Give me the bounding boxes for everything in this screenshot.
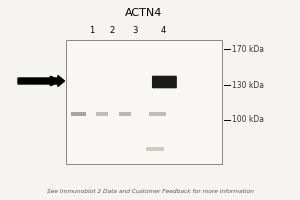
Bar [66, 40, 222, 164]
Bar [70, 112, 86, 116]
Bar [146, 147, 164, 151]
Text: 1: 1 [89, 26, 94, 35]
Bar [119, 112, 131, 116]
Text: 2: 2 [110, 26, 115, 35]
Text: ACTN4: ACTN4 [125, 8, 163, 18]
Polygon shape [18, 76, 64, 86]
FancyBboxPatch shape [152, 76, 177, 88]
Text: 3: 3 [132, 26, 138, 35]
Text: See Immunoblot 2 Data and Customer Feedback for more information: See Immunoblot 2 Data and Customer Feedb… [46, 189, 253, 194]
Text: 4: 4 [161, 26, 166, 35]
Text: 130 kDa: 130 kDa [232, 81, 265, 90]
Bar [96, 112, 108, 116]
Text: 170 kDa: 170 kDa [232, 45, 265, 53]
Bar [148, 112, 166, 116]
Text: 100 kDa: 100 kDa [232, 116, 265, 124]
